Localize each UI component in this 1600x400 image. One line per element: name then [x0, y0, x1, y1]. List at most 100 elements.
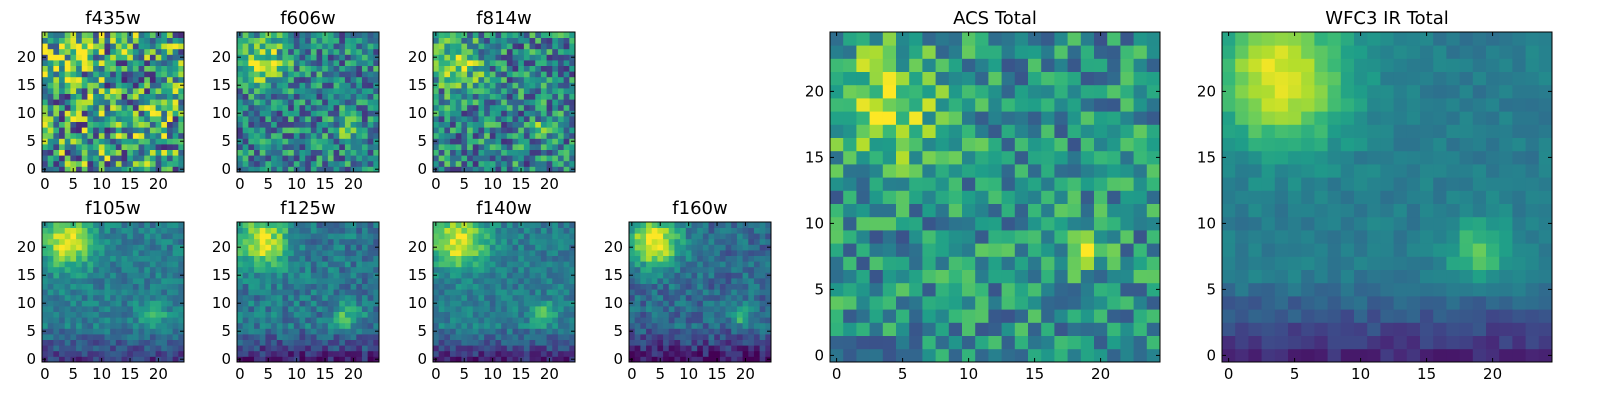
- heatmap-cell: [87, 244, 94, 251]
- heatmap-cell: [472, 93, 479, 100]
- heatmap-cell: [1094, 177, 1108, 191]
- heatmap-cell: [444, 334, 451, 340]
- heatmap-cell: [149, 233, 156, 240]
- heatmap-cell: [922, 256, 936, 270]
- heatmap-cell: [242, 104, 249, 111]
- heatmap-cell: [356, 300, 363, 307]
- heatmap-cell: [59, 71, 66, 78]
- heatmap-cell: [478, 144, 485, 150]
- heatmap-cell: [731, 255, 738, 262]
- heatmap-cell: [155, 82, 162, 89]
- heatmap-cell: [155, 144, 162, 150]
- heatmap-cell: [276, 116, 283, 122]
- heatmap-cell: [53, 350, 60, 357]
- x-tick-label: 20: [149, 175, 168, 193]
- heatmap-cell: [70, 345, 77, 352]
- heatmap-cell: [450, 238, 457, 245]
- heatmap-cell: [305, 322, 312, 329]
- heatmap-cell: [433, 121, 440, 128]
- heatmap-cell: [529, 71, 536, 78]
- heatmap-cell: [373, 261, 380, 268]
- heatmap-cell: [367, 110, 374, 117]
- heatmap-cell: [161, 266, 168, 273]
- heatmap-cell: [540, 356, 547, 363]
- heatmap-cell: [506, 283, 513, 290]
- heatmap-cell: [327, 261, 334, 268]
- heatmap-cell: [93, 328, 100, 335]
- heatmap-cell: [254, 283, 261, 290]
- heatmap-cell: [327, 155, 334, 162]
- heatmap-cell: [64, 350, 71, 357]
- heatmap-cell: [333, 82, 340, 89]
- heatmap-cell: [506, 278, 513, 284]
- heatmap-cell: [127, 144, 134, 150]
- heatmap-cell: [753, 300, 761, 307]
- heatmap-cell: [657, 300, 664, 307]
- heatmap-cell: [121, 160, 128, 167]
- heatmap-cell: [293, 110, 300, 117]
- heatmap-cell: [166, 339, 174, 346]
- heatmap-cell: [59, 104, 66, 111]
- heatmap-cell: [271, 104, 278, 111]
- heatmap-cell: [93, 289, 100, 296]
- heatmap-cell: [344, 99, 351, 106]
- heatmap-cell: [288, 88, 295, 94]
- heatmap-cell: [552, 71, 559, 78]
- heatmap-cell: [1133, 190, 1148, 204]
- heatmap-cell: [237, 238, 244, 245]
- heatmap-cell: [546, 350, 553, 357]
- heatmap-cell: [540, 328, 547, 335]
- heatmap-cell: [288, 127, 295, 134]
- heatmap-cell: [237, 155, 244, 162]
- heatmap-cell: [59, 255, 66, 262]
- heatmap-cell: [310, 144, 317, 150]
- heatmap-cell: [172, 311, 179, 318]
- heatmap-cell: [680, 250, 687, 256]
- heatmap-cell: [489, 132, 496, 139]
- heatmap-cell: [1001, 335, 1016, 350]
- heatmap-cell: [161, 76, 168, 83]
- heatmap-cell: [149, 244, 156, 251]
- heatmap-cell: [59, 116, 66, 122]
- heatmap-cell: [657, 233, 664, 240]
- heatmap-cell: [59, 283, 66, 290]
- heatmap-cell: [172, 104, 179, 111]
- y-tick-label: 5: [26, 322, 36, 340]
- heatmap-cell: [501, 250, 508, 256]
- heatmap-cell: [563, 71, 570, 78]
- heatmap-cell: [361, 37, 369, 44]
- heatmap-cell: [104, 356, 111, 363]
- heatmap-cell: [540, 272, 547, 279]
- heatmap-cell: [282, 71, 289, 78]
- heatmap-cell: [935, 230, 950, 244]
- heatmap-cell: [149, 54, 156, 61]
- heatmap-cell: [339, 278, 346, 284]
- heatmap-cell: [310, 121, 317, 128]
- heatmap-cell: [237, 345, 244, 352]
- heatmap-cell: [144, 345, 151, 352]
- heatmap-cell: [714, 238, 721, 245]
- heatmap-cell: [629, 261, 636, 268]
- heatmap-cell: [327, 43, 334, 50]
- heatmap-cell: [935, 282, 950, 297]
- heatmap-cell: [305, 166, 312, 173]
- heatmap-cell: [115, 255, 122, 262]
- heatmap-cell: [501, 132, 508, 139]
- x-tick-label: 20: [344, 175, 363, 193]
- heatmap-cell: [719, 356, 726, 363]
- heatmap-cell: [646, 350, 653, 357]
- heatmap-cell: [344, 43, 351, 50]
- heatmap-cell: [104, 48, 111, 55]
- heatmap-cell: [518, 160, 525, 167]
- heatmap-cell: [155, 60, 162, 66]
- heatmap-cell: [765, 266, 772, 273]
- heatmap-cell: [557, 300, 565, 307]
- heatmap-cell: [53, 233, 60, 240]
- heatmap-cell: [288, 65, 295, 72]
- heatmap-cell: [557, 289, 565, 296]
- heatmap-cell: [455, 60, 462, 66]
- heatmap-cell: [367, 227, 374, 234]
- heatmap-cell: [132, 71, 139, 78]
- heatmap-cell: [856, 243, 870, 257]
- heatmap-cell: [339, 328, 346, 335]
